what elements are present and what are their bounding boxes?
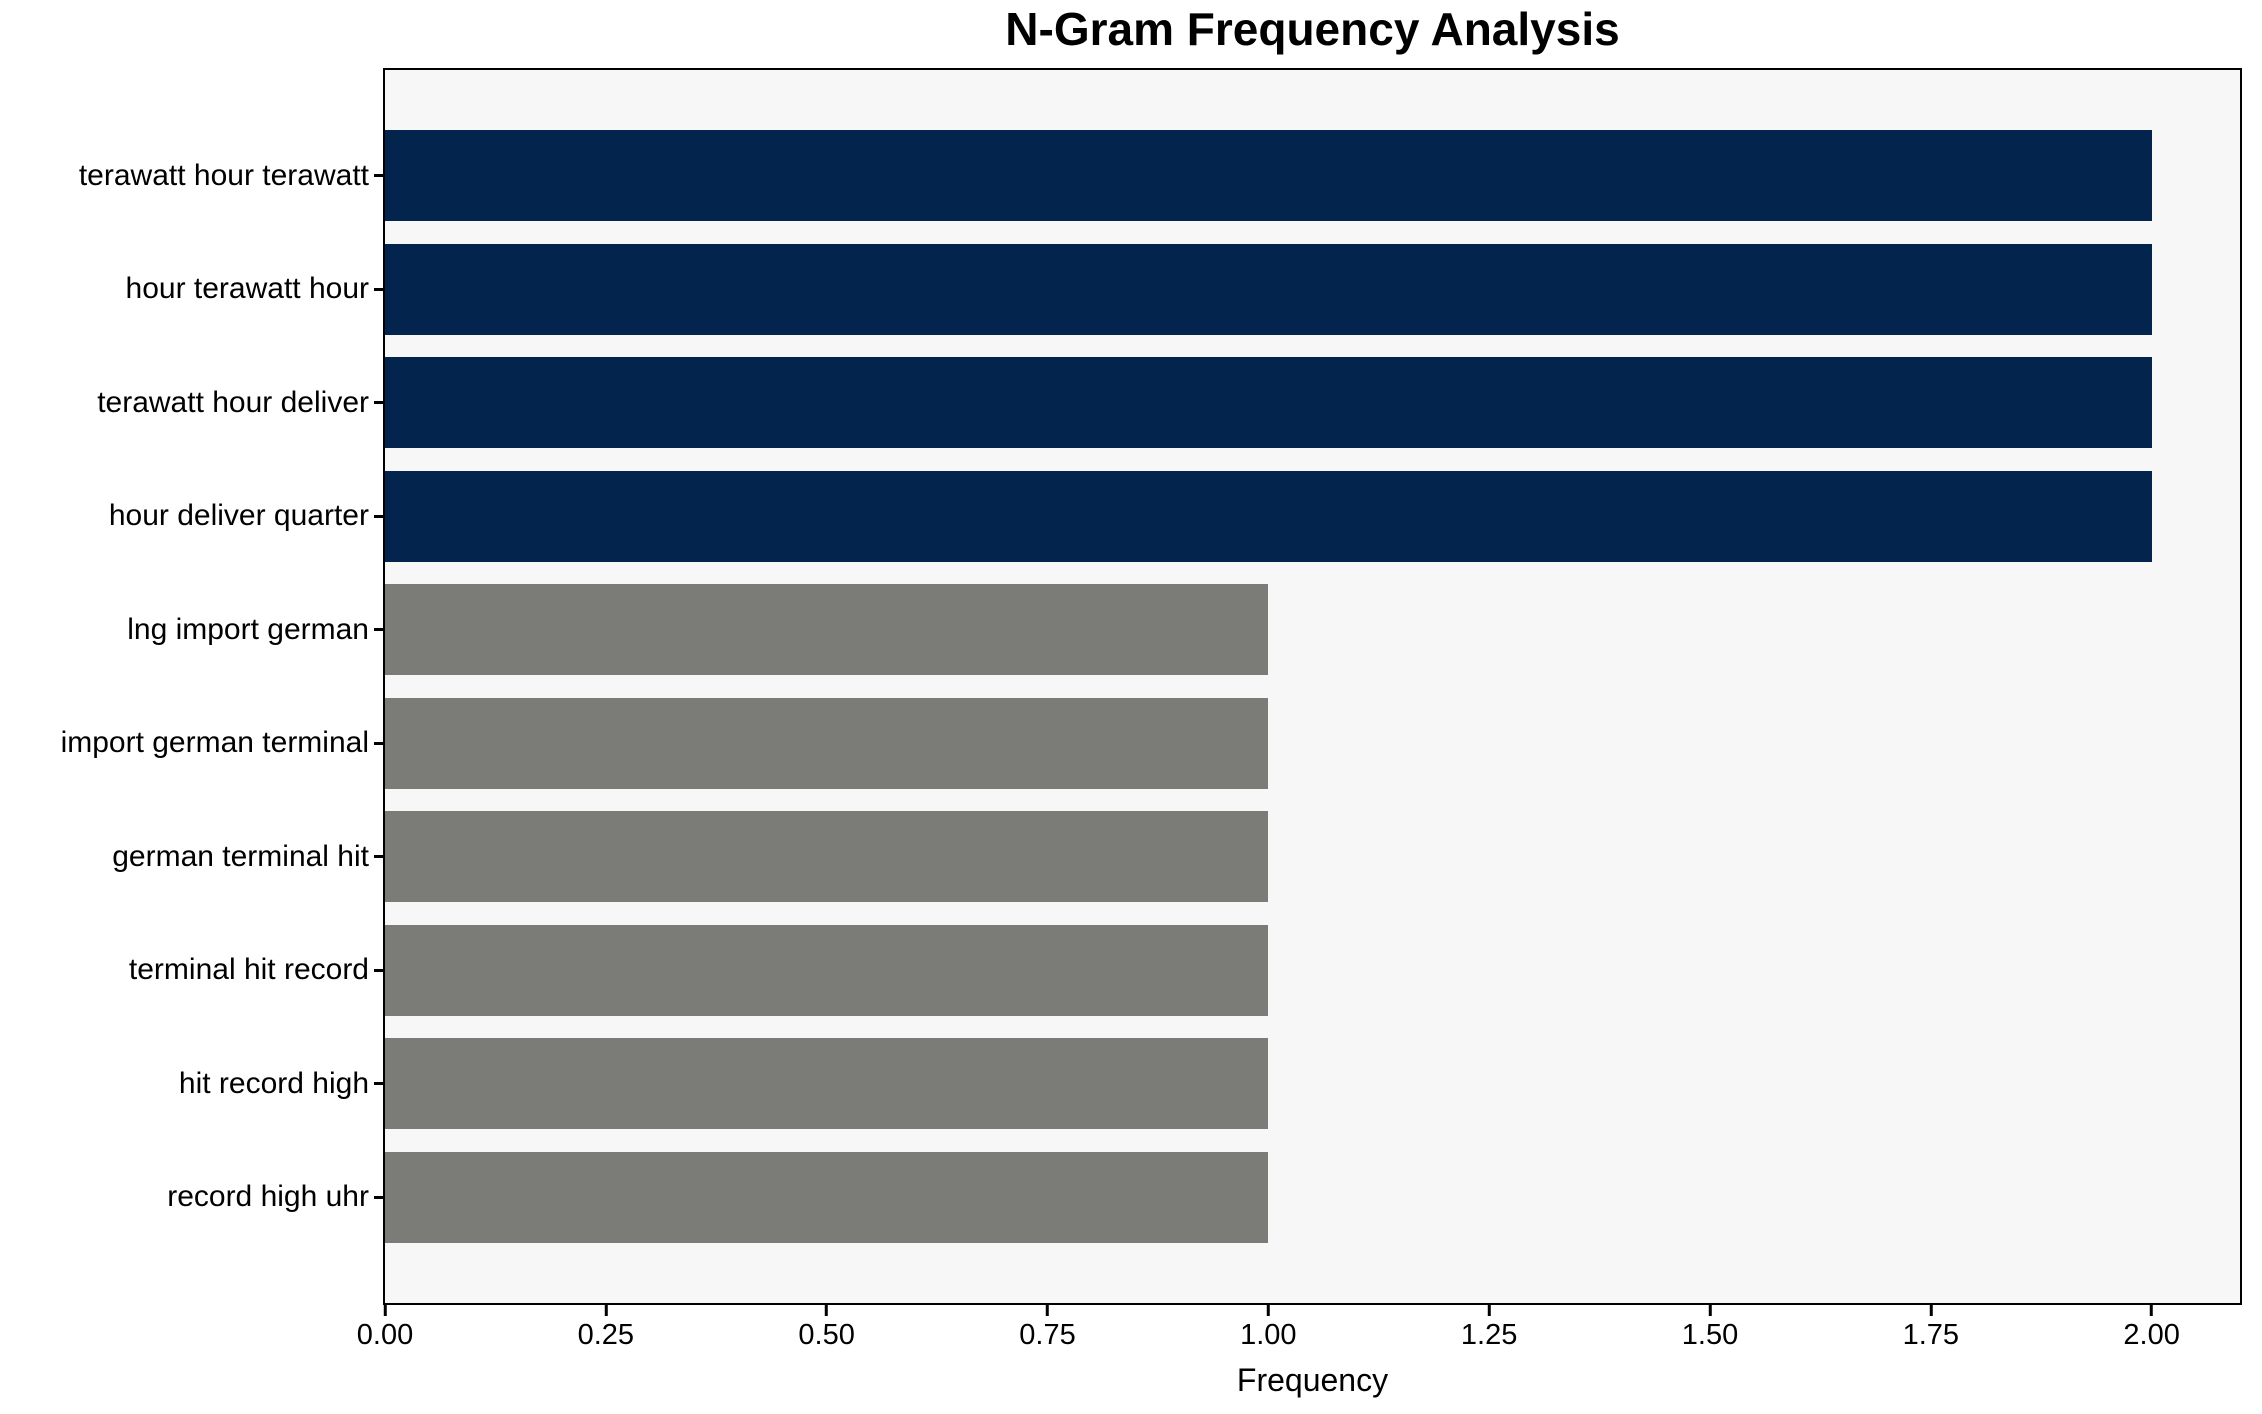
y-tick-mark bbox=[374, 968, 383, 972]
x-tick-label: 1.50 bbox=[1681, 1319, 1739, 1351]
y-tick-mark bbox=[374, 514, 383, 518]
bar-row bbox=[385, 1141, 2240, 1255]
y-label-row: import german terminal bbox=[0, 687, 383, 801]
x-tick-label: 1.00 bbox=[1240, 1319, 1297, 1351]
bars-area bbox=[385, 70, 2240, 1303]
bar-row bbox=[385, 1027, 2240, 1141]
y-tick-mark bbox=[374, 741, 383, 745]
x-tick-label: 1.25 bbox=[1460, 1319, 1518, 1351]
bar bbox=[385, 811, 1269, 903]
x-tick-mark bbox=[1045, 1305, 1049, 1316]
x-tick: 0.25 bbox=[578, 1305, 634, 1350]
y-tick-mark bbox=[374, 1195, 383, 1199]
y-label-row: hour deliver quarter bbox=[0, 460, 383, 574]
y-label-row: terawatt hour deliver bbox=[0, 346, 383, 460]
x-tick: 0.50 bbox=[798, 1305, 855, 1351]
x-tick: 1.00 bbox=[1240, 1305, 1297, 1351]
x-tick-label: 0.50 bbox=[798, 1319, 855, 1351]
y-tick-label: lng import german bbox=[127, 612, 369, 646]
x-tick: 2.00 bbox=[2123, 1305, 2180, 1351]
x-tick-mark bbox=[1487, 1305, 1491, 1316]
x-tick: 1.50 bbox=[1682, 1305, 1738, 1350]
bar bbox=[385, 697, 1269, 789]
x-tick-label: 2.00 bbox=[2123, 1319, 2180, 1351]
bar-row bbox=[385, 687, 2240, 801]
y-tick-label: hit record high bbox=[178, 1066, 369, 1100]
y-tick-label: record high uhr bbox=[167, 1180, 369, 1214]
x-tick: 1.75 bbox=[1903, 1305, 1959, 1350]
y-tick-mark bbox=[374, 287, 383, 291]
y-tick-label: terawatt hour terawatt bbox=[78, 158, 369, 192]
x-tick: 0.75 bbox=[1019, 1305, 1076, 1351]
y-tick-label: german terminal hit bbox=[112, 839, 369, 873]
y-label-row: record high uhr bbox=[0, 1141, 383, 1255]
x-tick-mark bbox=[825, 1305, 829, 1316]
y-label-row: terawatt hour terawatt bbox=[0, 119, 383, 233]
y-tick-mark bbox=[374, 401, 383, 405]
y-tick-label: terawatt hour deliver bbox=[97, 385, 369, 419]
bar-row bbox=[385, 233, 2240, 347]
x-tick-mark bbox=[604, 1305, 608, 1316]
x-axis-title: Frequency bbox=[1236, 1362, 1389, 1398]
bar-row bbox=[385, 119, 2240, 233]
y-tick-label: hour terawatt hour bbox=[125, 272, 369, 306]
bar bbox=[385, 1151, 1269, 1243]
y-label-row: lng import german bbox=[0, 573, 383, 687]
y-axis-labels: terawatt hour terawatt hour terawatt hour… bbox=[0, 70, 383, 1303]
x-tick-label: 0.25 bbox=[577, 1319, 635, 1351]
x-tick: 1.25 bbox=[1461, 1305, 1517, 1350]
y-label-row: hit record high bbox=[0, 1027, 383, 1141]
bar bbox=[385, 924, 1269, 1016]
bar bbox=[385, 130, 2152, 222]
bar-row bbox=[385, 800, 2240, 914]
bar bbox=[385, 357, 2152, 449]
bar bbox=[385, 470, 2152, 562]
x-tick-mark bbox=[1266, 1305, 1270, 1316]
x-tick-label: 0.75 bbox=[1019, 1319, 1076, 1351]
x-tick-mark bbox=[1929, 1305, 1933, 1316]
chart-title: N-Gram Frequency Analysis bbox=[1005, 3, 1620, 55]
x-tick-mark bbox=[2150, 1305, 2154, 1316]
plot-area bbox=[383, 68, 2242, 1305]
y-tick-mark bbox=[374, 628, 383, 632]
y-tick-label: hour deliver quarter bbox=[108, 499, 369, 533]
y-label-row: german terminal hit bbox=[0, 800, 383, 914]
x-tick: 0.00 bbox=[357, 1305, 413, 1350]
y-label-row: hour terawatt hour bbox=[0, 233, 383, 347]
y-tick-label: terminal hit record bbox=[128, 953, 369, 987]
x-tick-mark bbox=[1708, 1305, 1712, 1316]
bar bbox=[385, 1038, 1269, 1130]
bar-row bbox=[385, 573, 2240, 687]
y-tick-label: import german terminal bbox=[60, 726, 369, 760]
bar-row bbox=[385, 460, 2240, 574]
x-tick-mark bbox=[383, 1305, 387, 1316]
y-tick-mark bbox=[374, 174, 383, 178]
y-label-row: terminal hit record bbox=[0, 914, 383, 1028]
bar-row bbox=[385, 914, 2240, 1028]
y-tick-mark bbox=[374, 1082, 383, 1086]
x-tick-label: 1.75 bbox=[1902, 1319, 1960, 1351]
bar bbox=[385, 243, 2152, 335]
y-tick-mark bbox=[374, 855, 383, 859]
x-tick-label: 0.00 bbox=[356, 1319, 414, 1351]
bar-row bbox=[385, 346, 2240, 460]
x-axis-ticks: 0.00 0.25 0.50 0.75 1.00 1.25 1.50 1.75 2.00 bbox=[357, 1305, 2240, 1365]
bar bbox=[385, 584, 1269, 676]
